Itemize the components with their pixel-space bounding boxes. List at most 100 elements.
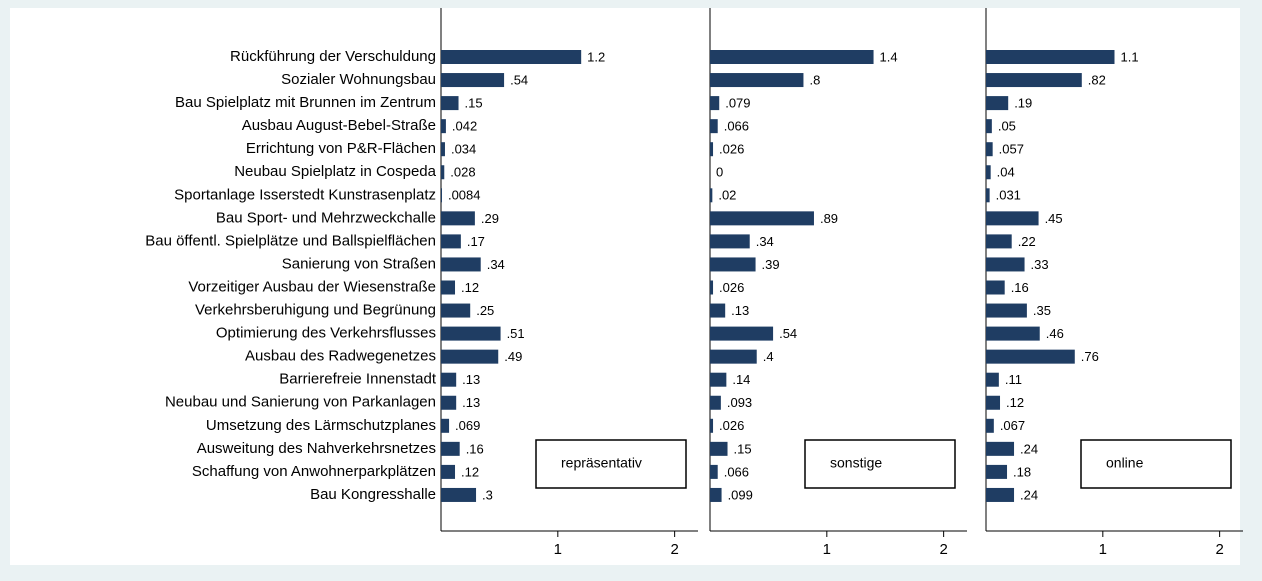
x-tick-label: 1 (554, 541, 562, 558)
category-label: Umsetzung des Lärmschutzplanes (206, 417, 436, 434)
panel-label: online (1106, 455, 1144, 471)
bar (986, 441, 1015, 456)
bar (710, 326, 774, 341)
value-label: .042 (452, 119, 477, 134)
category-label: Verkehrsberuhigung und Begrünung (195, 302, 436, 319)
bar (441, 487, 477, 502)
x-tick-label: 1 (823, 541, 831, 558)
value-label: .079 (725, 96, 750, 111)
bar (710, 303, 726, 318)
value-label: .05 (998, 119, 1016, 134)
category-label: Barrierefreie Innenstadt (279, 371, 437, 388)
value-label: .12 (1006, 395, 1024, 410)
value-label: .04 (997, 165, 1015, 180)
value-label: .34 (487, 257, 505, 272)
value-label: .24 (1020, 441, 1038, 456)
category-label: Rückführung der Verschuldung (230, 48, 436, 65)
value-label: .3 (482, 487, 493, 502)
value-label: .29 (481, 211, 499, 226)
panel-label-box (1080, 439, 1232, 489)
bar (441, 188, 442, 203)
value-label: .82 (1088, 72, 1106, 87)
value-label: .12 (461, 464, 479, 479)
value-label: .066 (724, 464, 749, 479)
value-label: .026 (719, 418, 744, 433)
bar (986, 303, 1027, 318)
value-label: .49 (504, 349, 522, 364)
value-label: .028 (450, 165, 475, 180)
category-label: Ausbau des Radwegenetzes (245, 348, 436, 365)
value-label: .8 (809, 72, 820, 87)
bar (986, 50, 1115, 64)
value-label: .16 (466, 441, 484, 456)
bar (710, 234, 750, 249)
bar (710, 119, 718, 134)
value-label: .51 (507, 326, 525, 341)
bar (986, 464, 1008, 479)
value-label: .19 (1014, 96, 1032, 111)
bar (986, 142, 993, 157)
bar (986, 257, 1025, 272)
category-label: Neubau und Sanierung von Parkanlagen (165, 394, 436, 411)
bar (710, 211, 814, 226)
bar (441, 73, 505, 88)
bar (441, 349, 499, 364)
bar (986, 211, 1039, 226)
value-label: .02 (718, 188, 736, 203)
bar (441, 418, 450, 433)
bar (986, 73, 1082, 88)
value-label: .067 (1000, 418, 1025, 433)
bar (710, 441, 728, 456)
x-tick-label: 1 (1099, 541, 1107, 558)
bar (710, 418, 714, 433)
value-label: .22 (1018, 234, 1036, 249)
panel-label: repräsentativ (561, 455, 642, 471)
value-label: .4 (763, 349, 774, 364)
bar (441, 234, 461, 249)
value-label: .89 (820, 211, 838, 226)
category-label: Neubau Spielplatz in Cospeda (234, 163, 436, 180)
value-label: .54 (510, 72, 528, 87)
category-label: Sozialer Wohnungsbau (281, 71, 436, 88)
bar (986, 280, 1005, 295)
bar (986, 96, 1009, 111)
value-label: .031 (996, 188, 1021, 203)
value-label: .39 (762, 257, 780, 272)
category-label: Bau Sport- und Mehrzweckchalle (216, 209, 436, 226)
bar (986, 349, 1075, 364)
bar (986, 487, 1015, 502)
bar (986, 372, 999, 387)
bar (986, 165, 991, 180)
x-tick-label: 2 (939, 541, 947, 558)
category-label: Errichtung von P&R-Flächen (246, 140, 436, 157)
category-label: Ausbau August-Bebel-Straße (242, 117, 436, 134)
value-label: .35 (1033, 303, 1051, 318)
value-label: .45 (1045, 211, 1063, 226)
value-label: .25 (476, 303, 494, 318)
bar (441, 280, 456, 295)
bar (441, 395, 457, 410)
panel-label: sonstige (830, 455, 882, 471)
value-label: .24 (1020, 487, 1038, 502)
bar (441, 142, 445, 157)
value-label: .33 (1031, 257, 1049, 272)
bar (441, 464, 456, 479)
bar (710, 188, 713, 203)
bar (986, 418, 994, 433)
value-label: 1.2 (587, 49, 605, 64)
value-label: .15 (734, 441, 752, 456)
bar (986, 234, 1012, 249)
value-label: .54 (779, 326, 797, 341)
bar (710, 487, 722, 502)
value-label: .15 (465, 96, 483, 111)
bar (986, 188, 990, 203)
value-label: .026 (719, 280, 744, 295)
category-label: Bau Spielplatz mit Brunnen im Zentrum (175, 94, 436, 111)
bar (441, 372, 457, 387)
value-label: .14 (732, 372, 750, 387)
bar (710, 395, 721, 410)
category-label: Optimierung des Verkehrsflusses (216, 325, 436, 342)
bar (710, 96, 720, 111)
value-label: .057 (999, 142, 1024, 157)
